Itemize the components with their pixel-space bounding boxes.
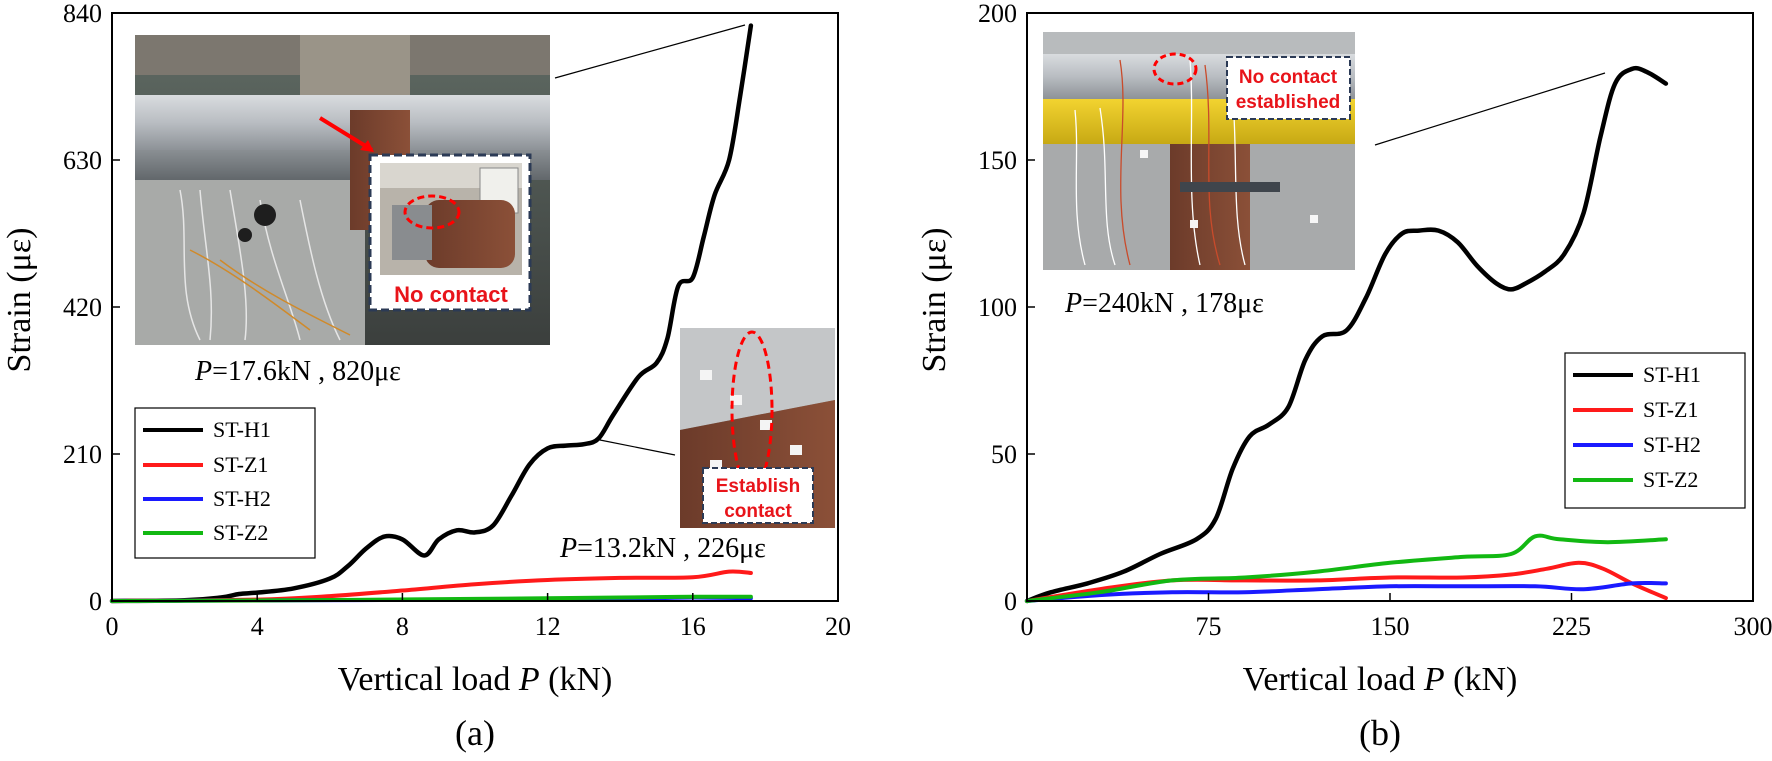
plot-b: 0 75 150 225 300 0 50 100 150 200 bbox=[978, 0, 1772, 641]
x-tick-label-a-4: 4 bbox=[251, 612, 264, 641]
y-tick-label-a-0: 0 bbox=[89, 587, 102, 616]
annotation-a2: P=13.2kN , 226με bbox=[559, 533, 766, 564]
photo-note-establish: Establish bbox=[716, 476, 800, 497]
legend-b-label-st-h1: ST-H1 bbox=[1643, 362, 1701, 387]
photo-note-contact: contact bbox=[724, 501, 792, 522]
x-tick-label-b-150: 150 bbox=[1371, 612, 1410, 641]
series-line-st-z2-b bbox=[1025, 533, 1668, 603]
legend-a-label-st-h1: ST-H1 bbox=[213, 417, 271, 442]
series-line-st-h1-b bbox=[1024, 65, 1669, 604]
series-line-st-h2-b bbox=[1025, 580, 1668, 603]
legend-b-label-st-h2: ST-H2 bbox=[1643, 432, 1701, 457]
x-tick-label-b-225: 225 bbox=[1552, 612, 1591, 641]
legend-b-label-st-z2: ST-Z2 bbox=[1643, 467, 1698, 492]
legend-a: ST-H1 ST-Z1 ST-H2 ST-Z2 bbox=[134, 407, 316, 559]
y-tick-label-b-150: 150 bbox=[978, 146, 1017, 175]
x-tick-label-a-20: 20 bbox=[825, 612, 851, 641]
y-tick-label-a-420: 420 bbox=[63, 293, 102, 322]
legend-a-label-st-z1: ST-Z1 bbox=[213, 452, 268, 477]
x-tick-label-a-16: 16 bbox=[680, 612, 706, 641]
panel-label-a: (a) bbox=[455, 713, 495, 753]
y-tick-label-b-50: 50 bbox=[991, 440, 1017, 469]
panel-b: No contact established 0 75 150 225 300 0 50 10… bbox=[916, 0, 1772, 753]
y-tick-label-b-100: 100 bbox=[978, 293, 1017, 322]
panel-label-b: (b) bbox=[1359, 713, 1401, 753]
legend-b-label-st-z1: ST-Z1 bbox=[1643, 397, 1698, 422]
x-tick-label-b-0: 0 bbox=[1021, 612, 1034, 641]
annotation-b1: P=240kN , 178με bbox=[1064, 288, 1264, 319]
photo-note-warpage: No contact bbox=[394, 282, 508, 307]
annotation-a1: P=17.6kN , 820με bbox=[194, 356, 401, 387]
leader-line-a2 bbox=[599, 439, 676, 456]
photo-warpage: No contact bbox=[135, 35, 550, 345]
x-tick-label-b-75: 75 bbox=[1196, 612, 1222, 641]
leader-line-b1 bbox=[1374, 72, 1606, 146]
legend-a-label-st-z2: ST-Z2 bbox=[213, 520, 268, 545]
photo-note-no-contact: No contact bbox=[1239, 67, 1338, 88]
photo-no-contact: No contact established bbox=[1043, 32, 1355, 270]
x-tick-label-a-8: 8 bbox=[396, 612, 409, 641]
x-tick-label-b-300: 300 bbox=[1734, 612, 1772, 641]
leader-line-a1 bbox=[554, 24, 746, 79]
photo-establish-contact: Establish contact bbox=[680, 328, 835, 528]
series-line-st-h1-a bbox=[109, 23, 754, 604]
x-axis-title-a: Vertical load P (kN) bbox=[338, 661, 613, 698]
y-axis-title-b: Strain (με) bbox=[916, 228, 953, 373]
y-tick-label-b-200: 200 bbox=[978, 0, 1017, 28]
panel-a: No contact Establish contact 0 4 8 12 16 20 0 2… bbox=[1, 0, 851, 753]
x-tick-label-a-12: 12 bbox=[535, 612, 561, 641]
y-tick-label-a-840: 840 bbox=[63, 0, 102, 28]
y-tick-label-b-0: 0 bbox=[1004, 587, 1017, 616]
legend-b: ST-H1 ST-Z1 ST-H2 ST-Z2 bbox=[1564, 352, 1746, 509]
y-tick-label-a-210: 210 bbox=[63, 440, 102, 469]
legend-a-label-st-h2: ST-H2 bbox=[213, 486, 271, 511]
x-axis-title-b: Vertical load P (kN) bbox=[1243, 661, 1518, 698]
y-tick-label-a-630: 630 bbox=[63, 146, 102, 175]
photo-note-established: established bbox=[1236, 92, 1341, 113]
plot-a: 0 4 8 12 16 20 0 210 420 630 840 bbox=[63, 0, 851, 641]
x-tick-label-a-0: 0 bbox=[106, 612, 119, 641]
y-axis-title-a: Strain (με) bbox=[1, 228, 38, 373]
